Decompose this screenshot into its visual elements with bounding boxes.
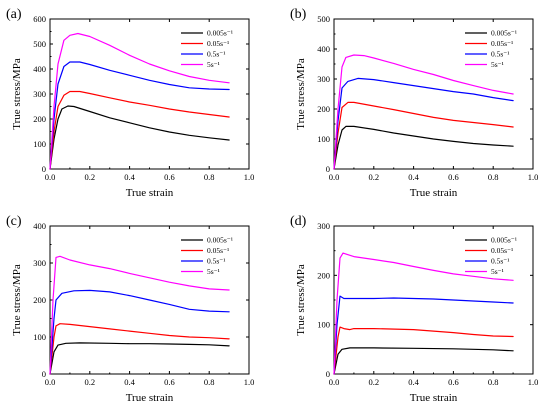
x-tick-label: 0.2 bbox=[368, 377, 379, 387]
legend-entry: 5s⁻¹ bbox=[491, 60, 504, 69]
x-axis-title: True strain bbox=[410, 392, 458, 404]
x-tick-label: 0.6 bbox=[448, 377, 459, 387]
x-tick-label: 1.0 bbox=[528, 172, 539, 182]
legend-entry: 0.005s⁻¹ bbox=[491, 29, 517, 38]
series-line-2 bbox=[49, 323, 230, 375]
x-tick-label: 0.6 bbox=[448, 172, 459, 182]
x-tick-label: 0.4 bbox=[124, 377, 135, 387]
y-tick-label: 400 bbox=[317, 44, 330, 54]
x-tick-label: 0.2 bbox=[84, 377, 95, 387]
series-line-1 bbox=[49, 105, 230, 170]
y-tick-label: 0 bbox=[326, 369, 330, 379]
legend-entry: 0.005s⁻¹ bbox=[491, 236, 517, 245]
y-axis-title: True stress/MPa bbox=[11, 58, 23, 130]
legend-entry: 0.05s⁻¹ bbox=[491, 246, 513, 255]
y-tick-label: 200 bbox=[317, 104, 330, 114]
x-tick-label: 0.8 bbox=[204, 377, 215, 387]
y-tick-label: 200 bbox=[317, 270, 330, 280]
panel-label: (a) bbox=[6, 7, 22, 22]
series-line-2 bbox=[333, 101, 514, 170]
x-axis-title: True strain bbox=[410, 187, 458, 199]
y-axis-title: True stress/MPa bbox=[295, 264, 307, 336]
x-tick-label: 0.0 bbox=[329, 172, 340, 182]
y-tick-label: 100 bbox=[317, 320, 330, 330]
y-tick-label: 300 bbox=[33, 89, 46, 99]
legend-entry: 0.5s⁻¹ bbox=[207, 257, 226, 266]
y-tick-label: 400 bbox=[33, 221, 46, 231]
x-axis-title: True strain bbox=[126, 187, 174, 199]
legend-entry: 0.5s⁻¹ bbox=[491, 50, 510, 59]
series-line-4 bbox=[49, 32, 230, 170]
series-line-2 bbox=[333, 326, 514, 375]
y-tick-label: 0 bbox=[42, 369, 46, 379]
y-tick-label: 0 bbox=[42, 164, 46, 174]
legend-entry: 5s⁻¹ bbox=[207, 267, 220, 276]
y-axis-title: True stress/MPa bbox=[11, 264, 23, 336]
legend-entry: 0.005s⁻¹ bbox=[207, 29, 233, 38]
x-tick-label: 0.2 bbox=[84, 172, 95, 182]
y-tick-label: 300 bbox=[317, 74, 330, 84]
x-tick-label: 0.0 bbox=[45, 172, 56, 182]
x-tick-label: 0.0 bbox=[329, 377, 340, 387]
x-tick-label: 0.8 bbox=[204, 172, 215, 182]
legend-entry: 0.05s⁻¹ bbox=[207, 39, 229, 48]
legend-entry: 0.05s⁻¹ bbox=[491, 39, 513, 48]
chart-panel-1: (a) 0.0 0.2 0.4 0.6 0.8 1.0 0 100 200 300 400 500 600… bbox=[6, 7, 254, 199]
x-tick-label: 1.0 bbox=[528, 377, 539, 387]
legend-entry: 5s⁻¹ bbox=[491, 267, 504, 276]
series-line-3 bbox=[333, 295, 514, 375]
series-line-4 bbox=[49, 255, 230, 375]
y-tick-label: 0 bbox=[326, 164, 330, 174]
series-line-4 bbox=[333, 54, 514, 170]
x-tick-label: 1.0 bbox=[244, 377, 255, 387]
y-tick-label: 200 bbox=[33, 295, 46, 305]
legend-entry: 5s⁻¹ bbox=[207, 60, 220, 69]
y-tick-label: 200 bbox=[33, 114, 46, 124]
series-line-3 bbox=[49, 289, 230, 375]
y-axis-title: True stress/MPa bbox=[295, 58, 307, 130]
x-tick-label: 0.4 bbox=[124, 172, 135, 182]
y-tick-label: 500 bbox=[317, 14, 330, 24]
y-tick-label: 300 bbox=[317, 221, 330, 231]
y-tick-label: 100 bbox=[33, 139, 46, 149]
panel-label: (b) bbox=[290, 7, 307, 22]
series-line-3 bbox=[333, 77, 514, 170]
y-tick-label: 600 bbox=[33, 14, 46, 24]
y-tick-label: 400 bbox=[33, 64, 46, 74]
y-tick-label: 500 bbox=[33, 39, 46, 49]
chart-panel-2: (b) 0.0 0.2 0.4 0.6 0.8 1.0 0 100 200 300 400 500 Tru… bbox=[290, 7, 538, 199]
y-tick-label: 100 bbox=[317, 134, 330, 144]
legend-entry: 0.05s⁻¹ bbox=[207, 246, 229, 255]
panel-label: (d) bbox=[290, 214, 307, 229]
x-tick-label: 1.0 bbox=[244, 172, 255, 182]
series-line-1 bbox=[333, 125, 514, 170]
x-tick-label: 0.4 bbox=[408, 172, 419, 182]
y-tick-label: 300 bbox=[33, 258, 46, 268]
series-line-4 bbox=[333, 252, 514, 375]
x-tick-label: 0.0 bbox=[45, 377, 56, 387]
series-line-3 bbox=[49, 61, 230, 170]
x-tick-label: 0.4 bbox=[408, 377, 419, 387]
panel-label: (c) bbox=[6, 214, 22, 229]
legend-entry: 0.5s⁻¹ bbox=[207, 50, 226, 59]
series-line-1 bbox=[49, 342, 230, 375]
x-tick-label: 0.6 bbox=[164, 377, 175, 387]
legend-entry: 0.005s⁻¹ bbox=[207, 236, 233, 245]
x-tick-label: 0.8 bbox=[488, 172, 499, 182]
legend-entry: 0.5s⁻¹ bbox=[491, 257, 510, 266]
x-tick-label: 0.8 bbox=[488, 377, 499, 387]
chart-panel-4: (d) 0.0 0.2 0.4 0.6 0.8 1.0 0 100 200 300 True stra… bbox=[290, 214, 538, 404]
x-tick-label: 0.6 bbox=[164, 172, 175, 182]
x-tick-label: 0.2 bbox=[368, 172, 379, 182]
y-tick-label: 100 bbox=[33, 332, 46, 342]
series-line-1 bbox=[333, 347, 514, 375]
chart-panel-3: (c) 0.0 0.2 0.4 0.6 0.8 1.0 0 100 200 300 400 True s… bbox=[6, 214, 254, 404]
x-axis-title: True strain bbox=[126, 392, 174, 404]
series-line-2 bbox=[49, 90, 230, 170]
